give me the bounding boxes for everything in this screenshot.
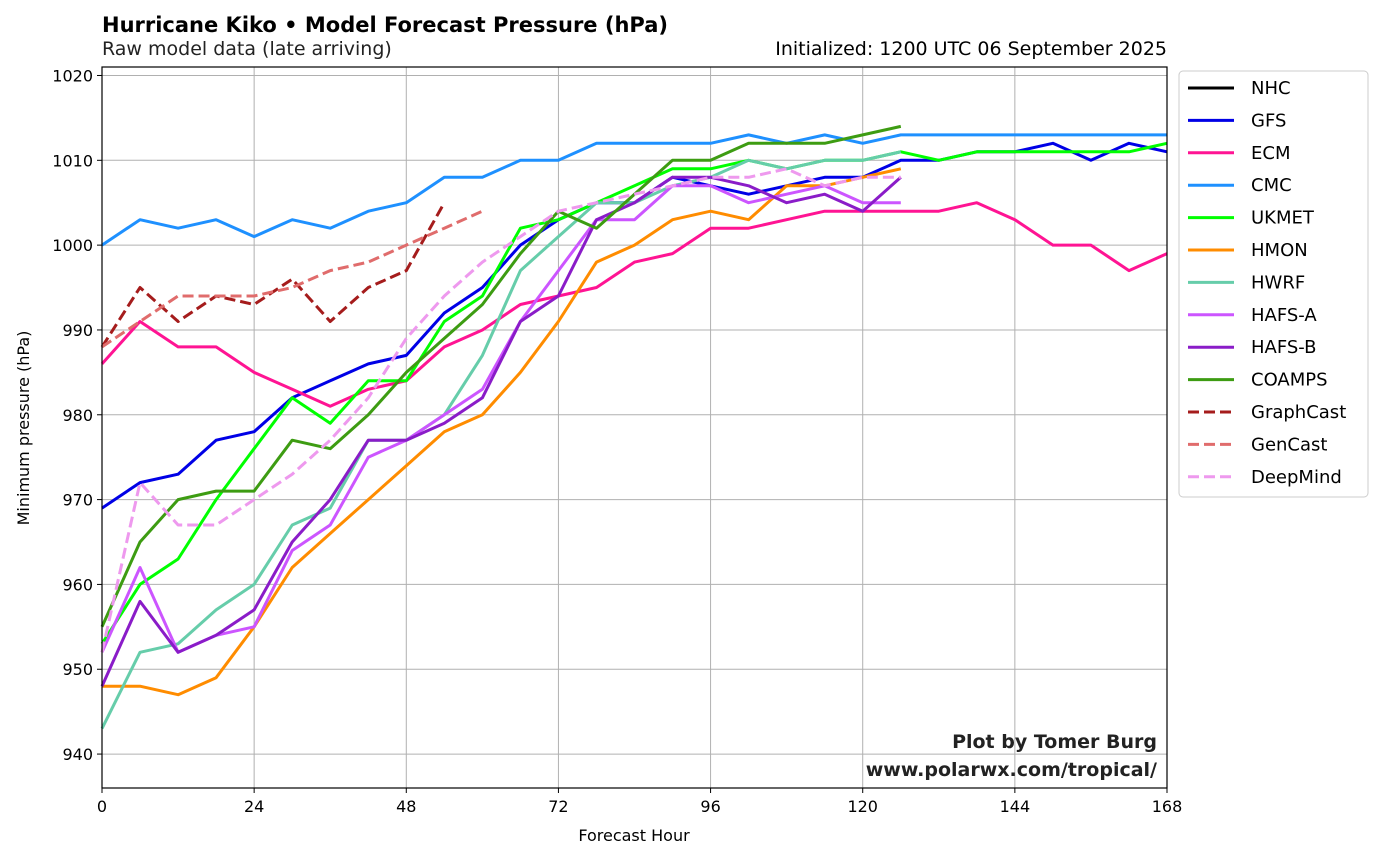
legend-label-hwrf: HWRF: [1251, 272, 1305, 293]
series-line-deepmind: [100, 167, 901, 653]
legend-label-coamps: COAMPS: [1251, 370, 1328, 391]
credit-author: Plot by Tomer Burg: [952, 731, 1157, 753]
series-line-hwrf: [100, 150, 902, 730]
legend-label-gfs: GFS: [1251, 110, 1286, 131]
legend-label-hafs-a: HAFS-A: [1251, 305, 1317, 326]
y-tick-label: 970: [62, 491, 93, 510]
legend-label-nhc: NHC: [1251, 78, 1291, 99]
legend-label-gencast: GenCast: [1251, 434, 1327, 455]
x-axis-label: Forecast Hour: [578, 826, 690, 845]
legend-label-graphcast: GraphCast: [1251, 402, 1346, 423]
series-line-ukmet: [100, 141, 1168, 645]
y-tick-label: 1020: [52, 66, 93, 85]
legend-label-deepmind: DeepMind: [1251, 467, 1342, 488]
x-tick-label: 96: [700, 797, 720, 816]
y-tick-label: 980: [62, 406, 93, 425]
plot-frame: [101, 66, 1168, 789]
y-tick-label: 940: [62, 745, 93, 764]
initialization-time: Initialized: 1200 UTC 06 September 2025: [775, 38, 1167, 60]
legend-label-ecm: ECM: [1251, 143, 1290, 164]
series-line-ecm: [100, 201, 1168, 408]
series-line-hafs-b: [100, 175, 902, 687]
legend: NHC GFS ECM CMC UKMET HMON HWRF HAFS-A HAFS-B COA…: [1178, 70, 1369, 498]
y-axis-ticks: 940 950 960 970 980 990 1000 1010 1020: [52, 66, 102, 764]
y-tick-label: 960: [62, 575, 93, 594]
x-tick-label: 48: [396, 797, 416, 816]
grid-lines: [101, 67, 1168, 788]
series-layer: [100, 124, 1168, 730]
chart-title: Hurricane Kiko • Model Forecast Pressure…: [102, 13, 668, 37]
y-tick-label: 1000: [52, 236, 93, 255]
series-line-hmon: [102, 167, 902, 697]
legend-label-ukmet: UKMET: [1251, 208, 1315, 229]
x-tick-label: 72: [548, 797, 568, 816]
y-tick-label: 1010: [52, 151, 93, 170]
series-line-graphcast: [100, 201, 446, 348]
x-tick-label: 168: [1152, 797, 1183, 816]
x-axis-ticks: 0 24 48 72 96 120 144 168: [97, 788, 1182, 816]
series-line-hafs-a: [100, 184, 901, 654]
x-tick-label: 144: [1000, 797, 1031, 816]
series-line-gfs: [101, 141, 1168, 510]
legend-label-cmc: CMC: [1251, 175, 1292, 196]
credit-url: www.polarwx.com/tropical/: [866, 759, 1157, 781]
legend-label-hmon: HMON: [1251, 240, 1308, 261]
series-line-coamps: [100, 124, 902, 628]
legend-box: [1178, 70, 1369, 498]
legend-label-hafs-b: HAFS-B: [1251, 337, 1317, 358]
series-line-gencast: [101, 209, 484, 349]
x-tick-label: 120: [847, 797, 878, 816]
y-tick-label: 990: [62, 321, 93, 340]
chart-subtitle: Raw model data (late arriving): [102, 38, 392, 60]
series-line-cmc: [101, 133, 1167, 247]
x-tick-label: 0: [97, 797, 107, 816]
y-tick-label: 950: [62, 660, 93, 679]
y-axis-label: Minimum pressure (hPa): [14, 331, 33, 526]
x-tick-label: 24: [244, 797, 264, 816]
